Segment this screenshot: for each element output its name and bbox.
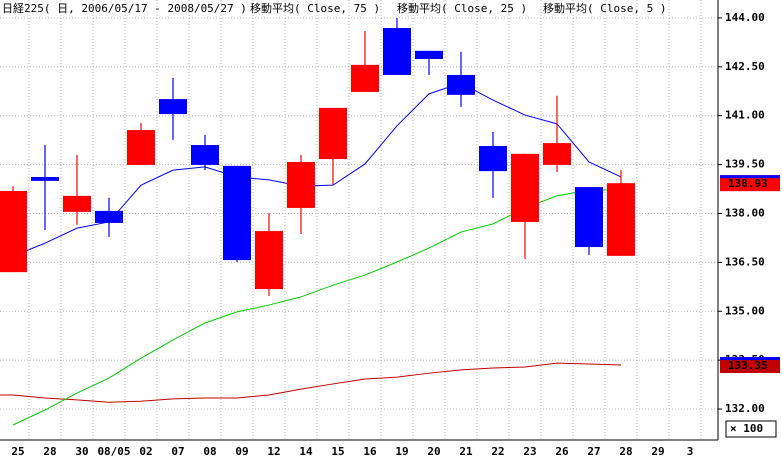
value-box [720, 357, 780, 374]
x-tick-label: 19 [395, 445, 408, 458]
x-tick-label: 22 [491, 445, 504, 458]
candle-body [31, 176, 59, 181]
x-tick-label: 15 [331, 445, 344, 458]
candle-body [223, 165, 251, 261]
x-tick-label: 28 [43, 445, 56, 458]
y-tick-label: 144.00 [725, 11, 765, 24]
value-box [720, 175, 780, 192]
candle-body [95, 210, 123, 223]
candle-body [575, 187, 603, 248]
y-tick-label: 132.00 [725, 402, 765, 415]
candle-body [287, 161, 315, 208]
x-tick-label: 08/05 [97, 445, 130, 458]
x-tick-label: 16 [363, 445, 377, 458]
x-tick-label: 29 [651, 445, 664, 458]
candle-body [159, 99, 187, 115]
x-tick-label: 25 [11, 445, 24, 458]
x-tick-label: 12 [267, 445, 280, 458]
candle-body [127, 130, 155, 165]
x-tick-label: 21 [459, 445, 473, 458]
candle-body [479, 146, 507, 172]
x-tick-label: 07 [171, 445, 184, 458]
plot [0, 17, 635, 426]
x-tick-label: 23 [523, 445, 536, 458]
y-tick-label: 141.00 [725, 109, 765, 122]
value-box-edge [720, 357, 780, 361]
legend-entry: 移動平均( Close, 25 ) [397, 1, 527, 15]
value-boxes: 133.35 138.93 [720, 175, 780, 374]
x-tick-label: 14 [299, 445, 313, 458]
candle-body [543, 143, 571, 165]
chart-title: 日経225( 日, 2006/05/17 - 2008/05/27 ) [2, 2, 247, 15]
y-tick-label: 136.50 [725, 255, 765, 268]
value-label: 138.93 [728, 177, 768, 190]
candle-body [511, 153, 539, 222]
candle-body [383, 28, 411, 75]
unit-box [725, 420, 777, 438]
y-tick-label: 135.00 [725, 304, 765, 317]
candle-body [0, 190, 27, 273]
candle-body [319, 107, 347, 160]
candle-body [191, 145, 219, 165]
x-tick-label: 20 [427, 445, 440, 458]
legend-entry: 移動平均( Close, 75 ) [250, 1, 380, 15]
x-tick-label: 30 [75, 445, 88, 458]
legend-entry: 移動平均( Close, 5 ) [543, 1, 666, 15]
x-tick-label: 28 [619, 445, 632, 458]
candle-body [447, 74, 475, 95]
candle-body [607, 183, 635, 256]
grid [0, 0, 718, 440]
candle-body [63, 195, 91, 212]
y-tick-label: 142.50 [725, 60, 765, 73]
x-tick-label: 09 [235, 445, 248, 458]
x-tick-label: 27 [587, 445, 600, 458]
x-tick-label: 02 [139, 445, 152, 458]
candle-body [255, 231, 283, 290]
candle-body [351, 64, 379, 92]
value-label: 133.35 [728, 359, 768, 372]
ma-line [0, 362, 622, 403]
unit-label: × 100 [730, 422, 763, 435]
y-tick-label: 139.50 [725, 158, 765, 171]
x-tick-label: 08 [203, 445, 216, 458]
candle-body [415, 50, 443, 59]
x-tick-label: 26 [555, 445, 569, 458]
y-tick-label: 138.00 [725, 206, 765, 219]
value-box-edge [720, 175, 780, 179]
x-tick-label: 3 [687, 445, 694, 458]
